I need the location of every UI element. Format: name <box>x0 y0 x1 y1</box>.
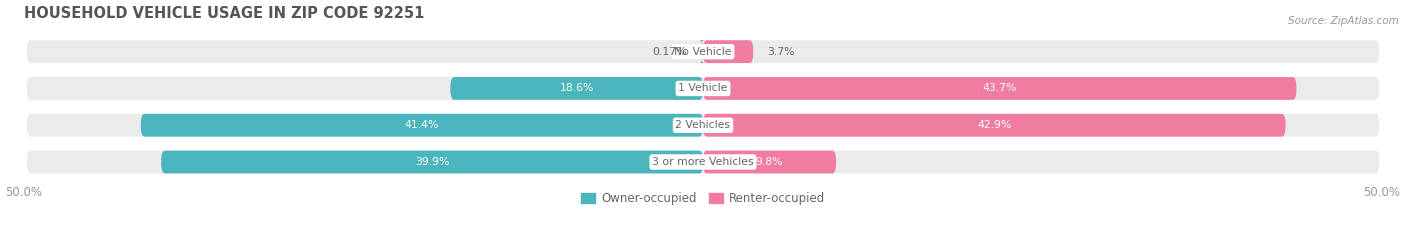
FancyBboxPatch shape <box>703 114 1285 137</box>
Text: Source: ZipAtlas.com: Source: ZipAtlas.com <box>1288 16 1399 26</box>
Text: 42.9%: 42.9% <box>977 120 1011 130</box>
Text: HOUSEHOLD VEHICLE USAGE IN ZIP CODE 92251: HOUSEHOLD VEHICLE USAGE IN ZIP CODE 9225… <box>24 6 425 21</box>
FancyBboxPatch shape <box>699 40 704 63</box>
FancyBboxPatch shape <box>27 77 1379 100</box>
Text: 9.8%: 9.8% <box>756 157 783 167</box>
Text: 18.6%: 18.6% <box>560 83 593 93</box>
FancyBboxPatch shape <box>27 40 1379 63</box>
Text: 0.17%: 0.17% <box>652 47 688 57</box>
FancyBboxPatch shape <box>162 151 703 173</box>
FancyBboxPatch shape <box>703 151 837 173</box>
FancyBboxPatch shape <box>450 77 703 100</box>
FancyBboxPatch shape <box>27 151 1379 173</box>
Legend: Owner-occupied, Renter-occupied: Owner-occupied, Renter-occupied <box>576 187 830 209</box>
Text: 41.4%: 41.4% <box>405 120 439 130</box>
Text: 3 or more Vehicles: 3 or more Vehicles <box>652 157 754 167</box>
Text: 2 Vehicles: 2 Vehicles <box>675 120 731 130</box>
FancyBboxPatch shape <box>27 114 1379 137</box>
Text: 43.7%: 43.7% <box>983 83 1017 93</box>
Text: 1 Vehicle: 1 Vehicle <box>678 83 728 93</box>
Text: 3.7%: 3.7% <box>766 47 794 57</box>
Text: No Vehicle: No Vehicle <box>675 47 731 57</box>
FancyBboxPatch shape <box>703 40 754 63</box>
Text: 39.9%: 39.9% <box>415 157 450 167</box>
FancyBboxPatch shape <box>141 114 703 137</box>
FancyBboxPatch shape <box>703 77 1296 100</box>
